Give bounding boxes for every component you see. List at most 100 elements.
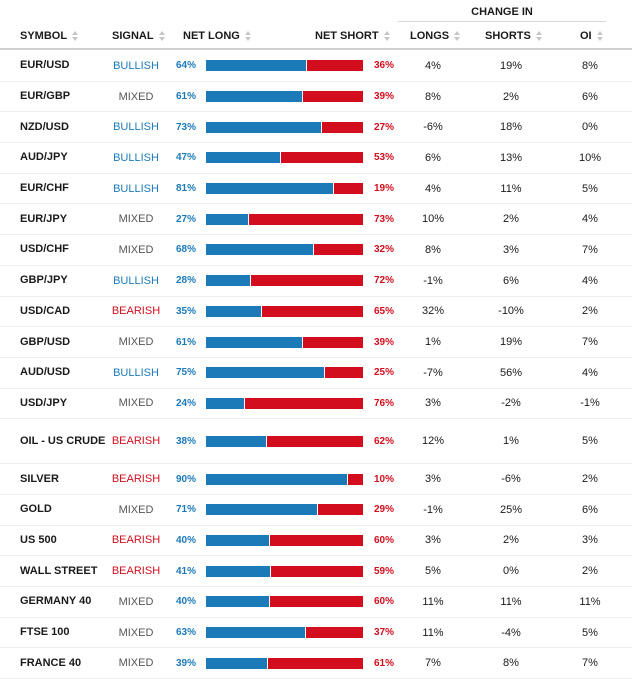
- net-long-cell: 75%: [176, 367, 197, 379]
- table-row[interactable]: USD/CAD BEARISH 35% 65% 32% -10% 2%: [0, 297, 632, 328]
- symbol-cell[interactable]: EUR/GBP: [20, 90, 71, 103]
- net-long-cell: 28%: [176, 275, 197, 287]
- table-row[interactable]: EUR/GBP MIXED 61% 39% 8% 2% 6%: [0, 82, 632, 113]
- table-row[interactable]: FRANCE 40 MIXED 39% 61% 7% 8% 7%: [0, 648, 632, 680]
- net-short-cell: 19%: [373, 183, 394, 195]
- symbol-cell[interactable]: SILVER: [20, 472, 59, 485]
- symbol-cell[interactable]: FTSE 100: [20, 626, 70, 639]
- oi-change-cell: 3%: [582, 534, 598, 547]
- table-row[interactable]: AUD/USD BULLISH 75% 25% -7% 56% 4%: [0, 358, 632, 389]
- symbol-cell[interactable]: EUR/USD: [20, 59, 70, 72]
- symbol-cell[interactable]: USD/JPY: [20, 396, 68, 409]
- oi-change-cell: 0%: [582, 121, 598, 134]
- table-row[interactable]: OIL - US CRUDE BEARISH 38% 62% 12% 1% 5%: [0, 419, 632, 465]
- oi-change-cell: 2%: [582, 565, 598, 578]
- header-net-long[interactable]: NET LONG: [183, 24, 251, 48]
- net-short-fill: [271, 565, 363, 577]
- shorts-change-cell: 56%: [499, 366, 523, 379]
- table-row[interactable]: GBP/JPY BULLISH 28% 72% -1% 6% 4%: [0, 266, 632, 297]
- longs-change-cell: 6%: [425, 151, 441, 164]
- shorts-change-cell: 3%: [503, 243, 519, 256]
- table-row[interactable]: AUD/JPY BULLISH 47% 53% 6% 13% 10%: [0, 143, 632, 174]
- header-signal[interactable]: SIGNAL: [112, 24, 165, 48]
- table-row[interactable]: GERMANY 40 MIXED 40% 60% 11% 11% 11%: [0, 587, 632, 618]
- table-row[interactable]: NZD/USD BULLISH 73% 27% -6% 18% 0%: [0, 112, 632, 144]
- table-row[interactable]: SILVER BEARISH 90% 10% 3% -6% 2%: [0, 464, 632, 495]
- symbol-cell[interactable]: FRANCE 40: [20, 656, 82, 669]
- table-row[interactable]: USD/JPY MIXED 24% 76% 3% -2% -1%: [0, 389, 632, 420]
- longs-change-cell: 3%: [425, 534, 441, 547]
- table-row[interactable]: EUR/JPY MIXED 27% 73% 10% 2% 4%: [0, 204, 632, 236]
- signal-cell: MIXED: [118, 595, 154, 608]
- symbol-cell[interactable]: AUD/JPY: [20, 151, 68, 164]
- symbol-cell[interactable]: AUD/USD: [20, 366, 71, 379]
- net-position-bar-cell: [206, 648, 363, 678]
- table-row[interactable]: EUR/CHF BULLISH 81% 19% 4% 11% 5%: [0, 174, 632, 205]
- net-short-cell: 60%: [373, 534, 394, 546]
- symbol-cell[interactable]: GBP/USD: [20, 335, 71, 348]
- net-position-bar-cell: [206, 327, 363, 357]
- net-position-bar: [206, 244, 363, 256]
- net-short-cell: 36%: [373, 60, 394, 72]
- net-long-cell: 47%: [176, 152, 197, 164]
- header-symbol[interactable]: SYMBOL: [20, 24, 79, 48]
- table-row[interactable]: WALL STREET BEARISH 41% 59% 5% 0% 2%: [0, 556, 632, 587]
- net-position-bar: [206, 121, 363, 133]
- net-short-fill: [302, 336, 363, 348]
- symbol-cell[interactable]: GBP/JPY: [20, 274, 68, 287]
- header-longs-label: LONGS: [410, 30, 450, 42]
- longs-change-cell: -6%: [423, 121, 443, 134]
- sort-arrows-icon: [244, 30, 251, 42]
- shorts-change-cell: 2%: [503, 90, 519, 103]
- symbol-cell[interactable]: EUR/CHF: [20, 182, 69, 195]
- table-row[interactable]: GBP/USD MIXED 61% 39% 1% 19% 7%: [0, 327, 632, 358]
- oi-change-cell: 10%: [578, 151, 602, 164]
- longs-change-cell: -1%: [423, 274, 443, 287]
- table-header: SYMBOL SIGNAL NET LONG NET SHORT LONGS S…: [0, 24, 632, 50]
- symbol-cell[interactable]: USD/CAD: [20, 304, 71, 317]
- net-short-cell: 10%: [373, 473, 394, 485]
- net-position-bar: [206, 596, 363, 608]
- signal-cell: MIXED: [118, 213, 154, 226]
- net-position-bar-cell: [206, 358, 363, 388]
- header-net-long-label: NET LONG: [183, 30, 240, 42]
- header-shorts[interactable]: SHORTS: [485, 24, 542, 48]
- header-longs[interactable]: LONGS: [410, 24, 461, 48]
- symbol-cell[interactable]: WALL STREET: [20, 564, 98, 577]
- table-row[interactable]: US 500 BEARISH 40% 60% 3% 2% 3%: [0, 526, 632, 557]
- table-row[interactable]: EUR/USD BULLISH 64% 36% 4% 19% 8%: [0, 51, 632, 82]
- table-row[interactable]: USD/CHF MIXED 68% 32% 8% 3% 7%: [0, 235, 632, 266]
- header-oi[interactable]: OI: [580, 24, 603, 48]
- net-long-fill: [206, 473, 348, 485]
- symbol-cell[interactable]: OIL - US CRUDE: [20, 434, 106, 447]
- header-net-short[interactable]: NET SHORT: [315, 24, 390, 48]
- sort-arrows-icon: [596, 30, 603, 42]
- oi-change-cell: 2%: [582, 473, 598, 486]
- table-body: EUR/USD BULLISH 64% 36% 4% 19% 8% EUR/GBP MIXED 6…: [0, 51, 632, 680]
- net-long-fill: [206, 244, 313, 256]
- symbol-cell[interactable]: USD/CHF: [20, 243, 69, 256]
- symbol-cell[interactable]: EUR/JPY: [20, 212, 68, 225]
- net-long-fill: [206, 183, 334, 195]
- shorts-change-cell: 2%: [503, 213, 519, 226]
- table-row[interactable]: GOLD MIXED 71% 29% -1% 25% 6%: [0, 495, 632, 526]
- signal-cell: MIXED: [118, 503, 154, 516]
- sort-arrows-icon: [535, 30, 542, 42]
- symbol-cell[interactable]: GOLD: [20, 503, 52, 516]
- table-row[interactable]: FTSE 100 MIXED 63% 37% 11% -4% 5%: [0, 618, 632, 649]
- symbol-cell[interactable]: US 500: [20, 533, 57, 546]
- symbol-cell[interactable]: GERMANY 40: [20, 595, 92, 608]
- net-short-fill: [307, 60, 363, 72]
- net-position-bar-cell: [206, 587, 363, 617]
- net-position-bar-cell: [206, 464, 363, 494]
- symbol-cell[interactable]: NZD/USD: [20, 120, 69, 133]
- signal-cell: BULLISH: [113, 59, 159, 72]
- net-short-cell: 65%: [373, 305, 394, 317]
- net-position-bar-cell: [206, 495, 363, 525]
- net-short-cell: 60%: [373, 596, 394, 608]
- net-short-cell: 27%: [373, 121, 394, 133]
- net-long-cell: 39%: [176, 657, 197, 669]
- shorts-change-cell: 1%: [503, 435, 519, 448]
- shorts-change-cell: 13%: [499, 151, 523, 164]
